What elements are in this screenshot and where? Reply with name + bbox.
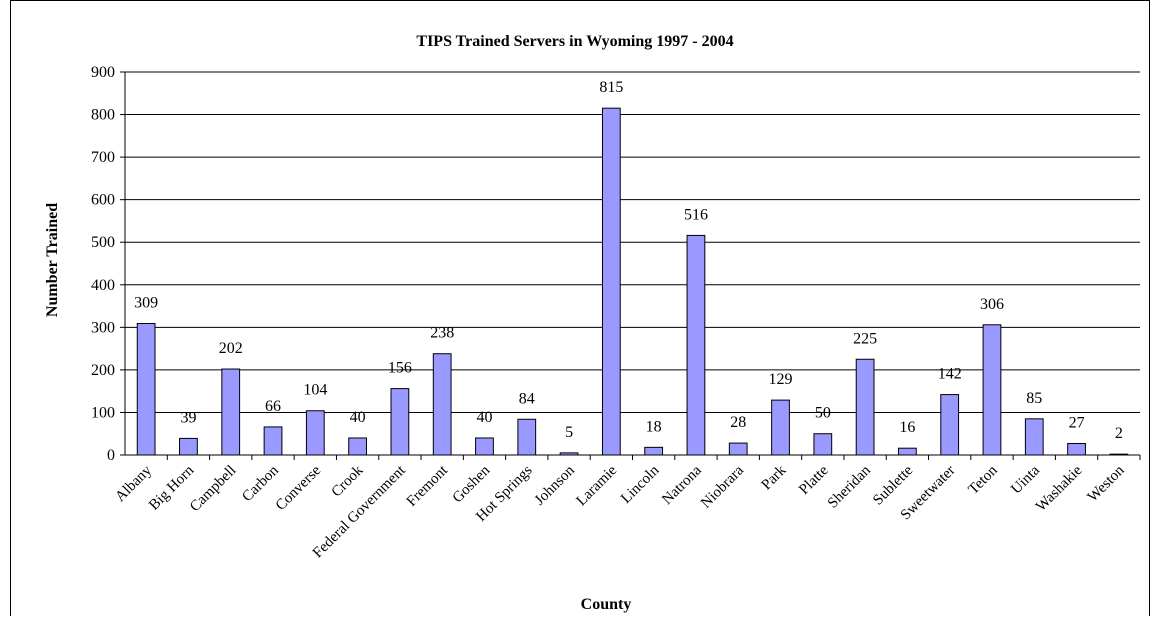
y-tick-label: 700	[91, 149, 115, 166]
bar-big-horn	[179, 437, 198, 456]
bar-natrona	[686, 234, 706, 456]
value-label: 39	[180, 409, 196, 426]
bar-hot-springs	[517, 418, 537, 456]
value-label: 238	[430, 325, 454, 342]
y-tick-label: 500	[91, 234, 115, 251]
value-label: 84	[519, 390, 535, 407]
x-tick-label: Laramie	[574, 462, 621, 509]
value-label: 50	[815, 405, 831, 422]
bar-lincoln	[644, 446, 664, 456]
value-label: 104	[303, 382, 327, 399]
gridlines	[125, 71, 1140, 413]
x-axis-label: County	[581, 596, 632, 613]
x-tick-label: Sheridan	[825, 462, 874, 511]
y-axis-label: Number Trained	[44, 203, 61, 317]
chart-title: TIPS Trained Servers in Wyoming 1997 - 2…	[416, 33, 733, 50]
x-tick-label: Niobrara	[698, 462, 747, 511]
bar-sheridan	[855, 358, 875, 456]
value-label: 28	[730, 414, 746, 431]
y-tick-label: 600	[91, 192, 115, 209]
chart-frame	[10, 0, 1150, 616]
value-label: 306	[980, 296, 1004, 313]
bar-sublette	[898, 447, 917, 456]
bar-niobrara	[728, 442, 748, 456]
axes	[120, 71, 1141, 460]
bar-campbell	[221, 368, 241, 456]
bar-converse	[305, 410, 325, 456]
value-label: 815	[599, 79, 623, 96]
y-tick-label: 400	[91, 277, 115, 294]
bar-crook	[348, 437, 367, 456]
value-label: 142	[938, 366, 962, 383]
bar-fremont	[432, 353, 452, 456]
bar-sweetwater	[940, 394, 960, 456]
bar-carbon	[263, 426, 283, 456]
bar-teton	[982, 324, 1002, 456]
y-tick-label: 900	[91, 64, 115, 81]
y-tick-label: 200	[91, 362, 115, 379]
value-label: 225	[853, 330, 877, 347]
value-label: 40	[476, 409, 492, 426]
x-tick-label: Converse	[273, 462, 325, 514]
value-labels: 309 39 202 66 104 40 156 238 40 84 5 815 18 516 28 129 5…	[134, 79, 1123, 442]
value-label: 202	[219, 340, 243, 357]
x-tick-label: Lincoln	[618, 462, 663, 507]
value-label: 40	[350, 409, 366, 426]
y-tick-label: 800	[91, 107, 115, 124]
value-label: 2	[1115, 425, 1123, 442]
bar-uinta	[1024, 418, 1044, 456]
value-label: 5	[565, 424, 573, 441]
value-label: 516	[684, 206, 708, 223]
x-tick-label: Fremont	[404, 462, 452, 510]
value-label: 129	[769, 371, 793, 388]
x-tick-label: Platte	[796, 462, 832, 498]
x-tick-label: Park	[759, 462, 790, 493]
value-label: 18	[646, 418, 662, 435]
y-tick-label: 0	[107, 447, 115, 464]
value-label: 85	[1026, 390, 1042, 407]
value-label: 27	[1069, 415, 1085, 432]
bar-laramie	[601, 107, 621, 456]
bars	[136, 107, 1129, 456]
bar-goshen	[475, 437, 494, 456]
bar-park	[771, 399, 790, 456]
value-label: 16	[899, 419, 915, 436]
x-tick-label: Washakie	[1033, 462, 1086, 515]
bar-albany	[136, 323, 156, 456]
x-tick-label: Weston	[1085, 462, 1128, 505]
x-tick-label: Johnson	[532, 462, 578, 508]
value-label: 309	[134, 295, 158, 312]
y-tick-label: 300	[91, 319, 115, 336]
bar-washakie	[1067, 443, 1086, 456]
y-tick-label: 100	[91, 404, 115, 421]
value-label: 66	[265, 398, 281, 415]
x-tick-label: Teton	[965, 462, 1001, 498]
x-tick-label: Campbell	[187, 463, 240, 516]
y-tick-labels: 0 100 200 300 400 500 600 700 800 900	[91, 64, 115, 464]
bar-federal-government	[390, 388, 410, 456]
value-label: 156	[388, 360, 412, 377]
x-tick-label: Crook	[329, 462, 367, 500]
bar-platte	[813, 433, 833, 456]
x-tick-label: Uinta	[1008, 462, 1043, 497]
